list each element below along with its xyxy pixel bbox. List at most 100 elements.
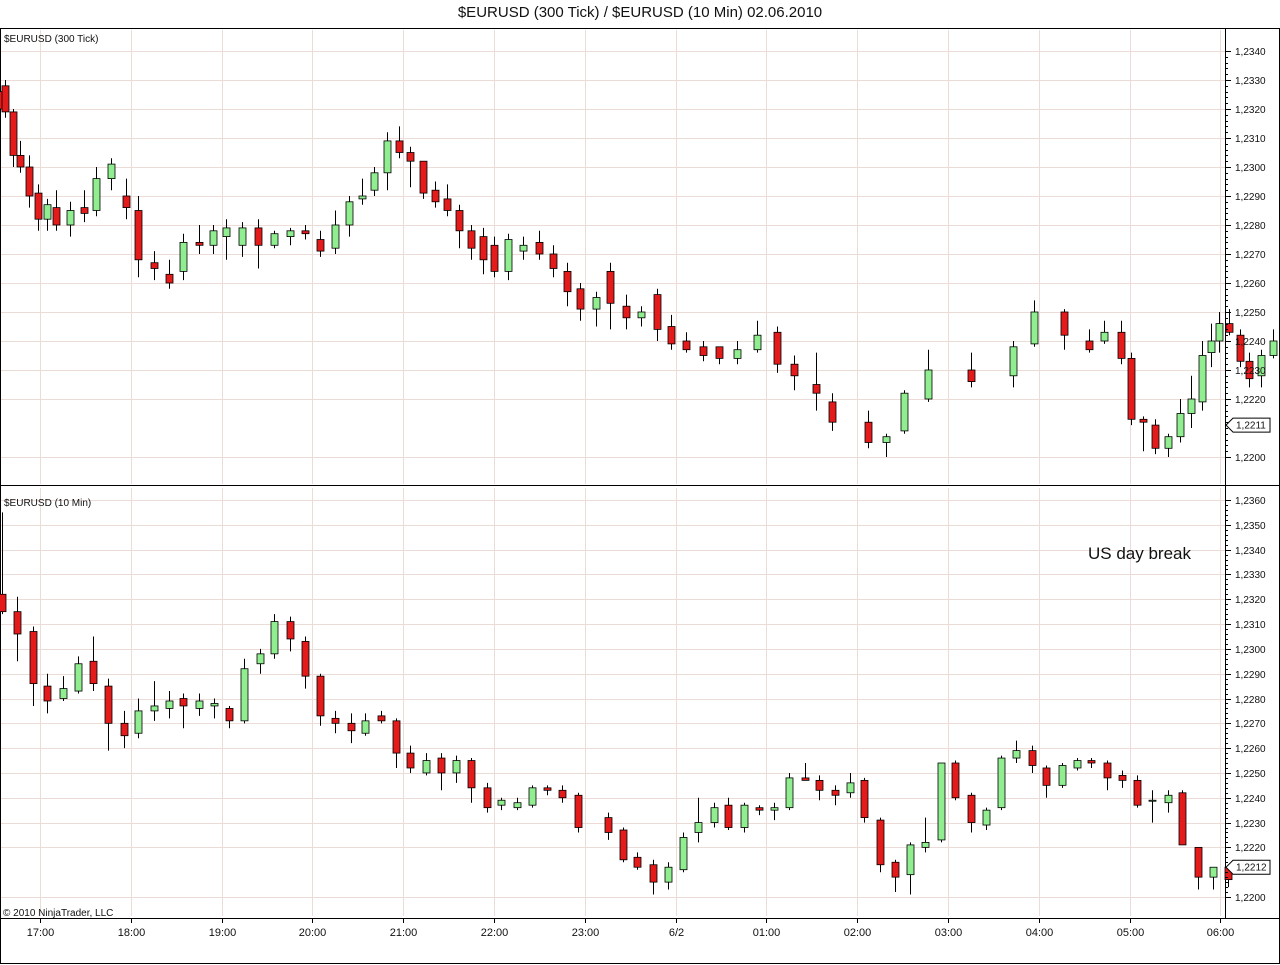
tick-candle [900, 390, 909, 434]
minute-candle [891, 859, 900, 893]
candle-body [535, 241, 544, 255]
tick-price-tick-label: 1,2290 [1235, 192, 1266, 203]
candle-body [1058, 765, 1067, 786]
candle-body [1164, 794, 1173, 804]
tick-candle [467, 225, 476, 260]
time-tick-label: 19:00 [209, 927, 237, 939]
candle-body [240, 668, 249, 722]
candle-body [395, 140, 404, 153]
minute-candle [574, 792, 583, 833]
minute-candle [29, 626, 38, 706]
candle-body [694, 822, 703, 833]
time-axis: 17:00 18:00 19:00 20:00 21:00 22:00 23:00 6/2 01… [27, 918, 1234, 939]
tick-candle [1, 80, 10, 118]
minute-price-tick-label: 1,2200 [1235, 893, 1266, 904]
tick-candle [828, 393, 837, 431]
minute-candle [528, 785, 537, 808]
tick-price-tick-label: 1,2330 [1235, 76, 1266, 87]
tick-candle [563, 262, 572, 307]
tick-candle [622, 294, 631, 330]
candle-body [479, 236, 488, 261]
candle-body [1139, 418, 1148, 423]
candle-body [812, 384, 821, 394]
minute-price-tick-label: 1,2300 [1235, 645, 1266, 656]
minute-price-tick-label: 1,2330 [1235, 570, 1266, 581]
tick-candle [519, 236, 528, 260]
tick-candle [52, 190, 61, 231]
candle-body [1042, 767, 1051, 786]
candle-body [222, 227, 231, 237]
candle-body [74, 663, 83, 692]
candle-body [331, 717, 340, 724]
tick-candle [122, 178, 131, 220]
minute-price-tick-label: 1,2270 [1235, 719, 1266, 730]
minute-candle [1133, 775, 1142, 808]
candle-body [997, 757, 1006, 809]
minute-candle [604, 812, 613, 840]
candle-body [1194, 846, 1203, 878]
minute-candle [982, 807, 991, 831]
minute-candle [694, 797, 703, 843]
minute-candle [301, 636, 310, 689]
minute-candle [937, 762, 946, 843]
minute-candle [331, 710, 340, 734]
tick-candle [773, 326, 782, 373]
candle-body [1225, 323, 1234, 333]
minute-candle [483, 782, 492, 813]
tick-candle [1127, 352, 1136, 426]
minute-candle [740, 802, 749, 833]
minute-candle [195, 693, 204, 716]
candle-body [122, 195, 131, 209]
candle-body [358, 195, 367, 200]
minute-candle [377, 710, 386, 724]
minute-panel-last-price-marker: 1,2212 [1225, 859, 1271, 875]
tick-candle [419, 160, 428, 199]
tick-candle [1207, 323, 1216, 368]
candle-body [0, 593, 7, 613]
tick-candle [43, 198, 52, 231]
tick-panel-price-axis: 1,2340 1,2330 1,2320 1,2310 1,2300 1,2290 1,22… [1225, 47, 1266, 464]
time-tick-label: 22:00 [481, 927, 509, 939]
tick-candle [431, 181, 440, 208]
candle-body [937, 762, 946, 841]
tick-candle [682, 332, 691, 353]
tick-candle [179, 233, 188, 281]
tick-candle [34, 184, 43, 231]
tick-candle [924, 349, 933, 402]
candle-body [753, 334, 762, 351]
minute-candle [1194, 846, 1203, 890]
candle-body [437, 757, 446, 774]
minute-candle [664, 862, 673, 890]
time-tick-label: 01:00 [753, 927, 781, 939]
minute-candle [0, 512, 7, 615]
candle-body [876, 819, 885, 866]
candle-body [150, 705, 159, 712]
tick-candle [667, 314, 676, 350]
candle-body [13, 611, 22, 635]
tick-candle [1257, 349, 1266, 388]
candle-body [483, 787, 492, 809]
tick-candle [653, 288, 662, 341]
candle-body [1085, 340, 1094, 351]
minute-candle [724, 797, 733, 831]
candle-body [452, 760, 461, 774]
tick-candle [25, 155, 34, 208]
candle-body [653, 294, 662, 330]
candle-body [558, 789, 567, 799]
minute-candle [1164, 790, 1173, 813]
tick-panel-label: $EURUSD (300 Tick) [4, 34, 98, 45]
candle-body [924, 369, 933, 400]
candle-body [1245, 360, 1254, 380]
minute-price-tick-label: 1,2220 [1235, 843, 1266, 854]
candle-body [649, 864, 658, 883]
candle-body [682, 340, 691, 351]
tick-price-tick-label: 1,2260 [1235, 279, 1266, 290]
minute-price-tick-label: 1,2290 [1235, 670, 1266, 681]
candle-body [755, 807, 764, 811]
candle-body [52, 207, 61, 226]
tick-candle [254, 219, 263, 269]
minute-price-tick-label: 1,2360 [1235, 496, 1266, 507]
candle-body [699, 346, 708, 356]
time-tick-label: 05:00 [1117, 927, 1145, 939]
